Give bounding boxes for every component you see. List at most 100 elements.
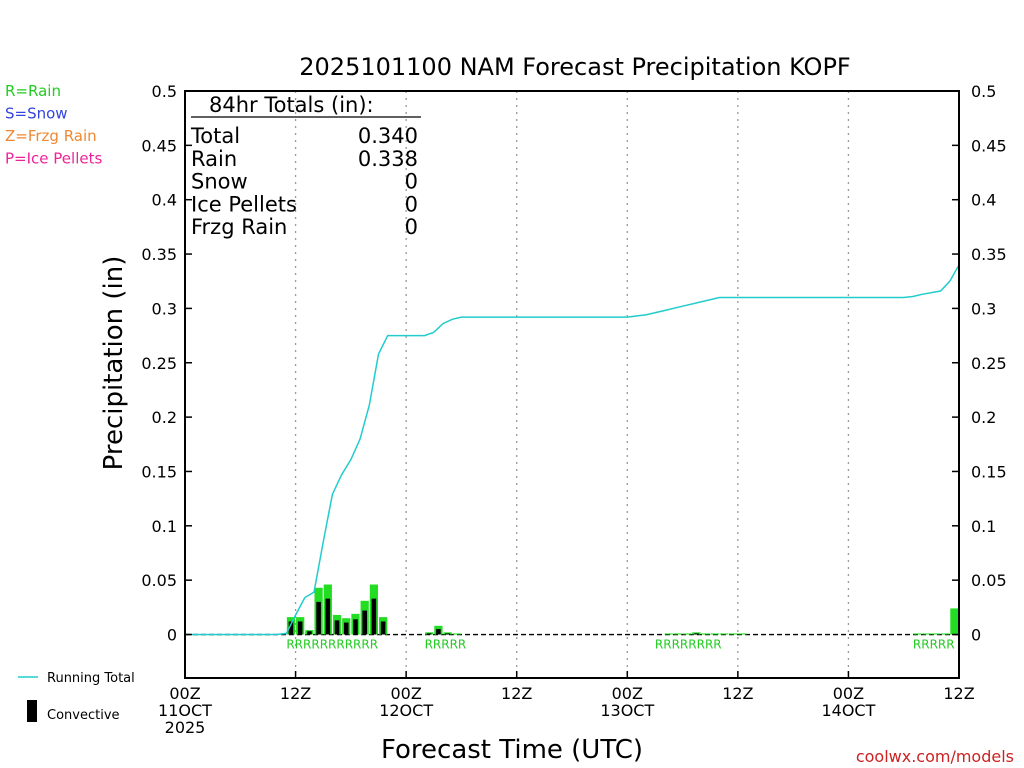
precip-bar xyxy=(922,633,931,635)
type-legend-item: Z=Frzg Rain xyxy=(5,127,97,145)
convective-bar xyxy=(436,629,441,635)
convective-bar xyxy=(288,621,294,635)
y-tick-label-left: 0.45 xyxy=(141,136,177,155)
totals-value: 0 xyxy=(405,215,418,239)
precip-bars xyxy=(286,584,959,635)
grid-lines xyxy=(294,91,850,678)
totals-label: Ice Pellets xyxy=(191,192,297,216)
y-tick-label-right: 0.2 xyxy=(971,408,996,427)
credit-text: coolwx.com/models xyxy=(856,747,1014,766)
type-legend-item: R=Rain xyxy=(5,82,61,100)
y-tick-label-left: 0.3 xyxy=(152,299,177,318)
precip-bar xyxy=(913,633,922,635)
convective-bar xyxy=(297,621,303,635)
convective-bars xyxy=(288,598,699,635)
precip-bar xyxy=(701,633,710,635)
convective-bar xyxy=(362,610,367,635)
convective-bar xyxy=(371,598,377,635)
running-total-line xyxy=(185,264,960,636)
x-tick-label: 00Z xyxy=(612,684,643,703)
y-tick-label-right: 0.45 xyxy=(971,136,1007,155)
totals-value: 0.340 xyxy=(358,124,418,148)
totals-label: Rain xyxy=(191,147,237,171)
x-tick-label: 00Z xyxy=(390,684,421,703)
y-tick-label-right: 0.05 xyxy=(971,571,1007,590)
x-tick-label: 12Z xyxy=(280,684,311,703)
totals-heading: 84hr Totals (in): xyxy=(209,93,374,117)
x-tick-label: 00Z xyxy=(169,684,200,703)
precip-bar xyxy=(683,633,692,635)
plot-frame xyxy=(184,90,960,679)
y-tick-label-left: 0.35 xyxy=(141,245,177,264)
x-tick-label: 14OCT xyxy=(821,701,875,720)
y-tick-label-left: 0.2 xyxy=(152,408,177,427)
precip-bar xyxy=(664,633,673,635)
convective-bar xyxy=(334,620,340,635)
precip-bar xyxy=(950,608,959,635)
y-axis-ticks: 0 00.05 0.050.1 0.10.15 0.150.2 0.20.25 0.250.… xyxy=(141,82,1006,645)
convective-bar xyxy=(325,598,331,635)
y-tick-label-right: 0.4 xyxy=(971,191,996,210)
precip-bar xyxy=(738,633,747,635)
x-tick-label: 00Z xyxy=(833,684,864,703)
y-tick-label-left: 0.25 xyxy=(141,354,177,373)
convective-swatch xyxy=(27,700,37,722)
totals-box: 84hr Totals (in): Total 0.340 Rain 0.338 Snow… xyxy=(190,93,421,239)
totals-label: Frzg Rain xyxy=(191,215,287,239)
y-tick-label-right: 0 xyxy=(971,626,981,645)
type-legend-item: P=Ice Pellets xyxy=(5,150,102,168)
precip-bar xyxy=(729,633,738,635)
x-axis-title: Forecast Time (UTC) xyxy=(381,735,643,765)
x-tick-label: 12Z xyxy=(722,684,753,703)
y-tick-label-left: 0 xyxy=(167,626,177,645)
x-tick-label: 11OCT xyxy=(158,701,212,720)
x-tick-label: 12OCT xyxy=(379,701,433,720)
y-axis-title: Precipitation (in) xyxy=(99,256,129,471)
precip-type-label: RRRRR xyxy=(913,638,955,652)
y-tick-label-right: 0.5 xyxy=(971,82,996,101)
x-tick-label: 13OCT xyxy=(600,701,654,720)
totals-value: 0 xyxy=(405,170,418,194)
x-tick-label: 12Z xyxy=(501,684,532,703)
precip-type-label: RRRRRRRRRRR xyxy=(286,638,378,652)
precip-bar xyxy=(452,633,461,635)
y-tick-label-left: 0.4 xyxy=(152,191,177,210)
convective-bar xyxy=(307,631,312,635)
convective-bar xyxy=(380,621,386,635)
totals-value: 0.338 xyxy=(358,147,418,171)
convective-bar xyxy=(343,622,349,635)
convective-bar xyxy=(426,633,432,635)
running-total-legend-label: Running Total xyxy=(47,671,135,686)
y-tick-label-right: 0.35 xyxy=(971,245,1007,264)
y-tick-label-right: 0.3 xyxy=(971,299,996,318)
precip-type-label: RRRRR xyxy=(425,638,467,652)
type-legend-item: S=Snow xyxy=(5,105,68,123)
precip-type-legend: R=Rain S=Snow Z=Frzg Rain P=Ice Pellets xyxy=(5,82,102,168)
totals-label: Total xyxy=(190,124,240,148)
running-total-series xyxy=(185,264,960,636)
convective-legend-label: Convective xyxy=(47,708,120,723)
totals-label: Snow xyxy=(191,170,248,194)
precip-bar xyxy=(710,633,719,635)
convective-bar xyxy=(694,633,699,635)
x-tick-label: 12Z xyxy=(943,684,974,703)
convective-bar xyxy=(316,601,321,635)
precip-bar xyxy=(941,633,950,635)
precip-bar xyxy=(673,633,683,635)
y-tick-label-left: 0.1 xyxy=(152,517,177,536)
precip-bar xyxy=(931,633,941,635)
totals-value: 0 xyxy=(405,192,418,216)
precip-type-labels: RRRRRRRRRRR RRRRR RRRRRRRR RRRRR xyxy=(286,638,954,652)
y-tick-label-left: 0.05 xyxy=(141,571,177,590)
y-tick-label-right: 0.15 xyxy=(971,462,1007,481)
y-tick-label-right: 0.25 xyxy=(971,354,1007,373)
y-tick-label-right: 0.1 xyxy=(971,517,996,536)
series-legend: Running Total Convective xyxy=(18,671,135,723)
convective-bar xyxy=(445,633,450,635)
x-tick-label: 2025 xyxy=(165,718,206,737)
precip-type-label: RRRRRRRR xyxy=(655,638,722,652)
y-tick-label-left: 0.5 xyxy=(152,82,177,101)
y-tick-label-left: 0.15 xyxy=(141,462,177,481)
convective-bar xyxy=(353,619,358,635)
